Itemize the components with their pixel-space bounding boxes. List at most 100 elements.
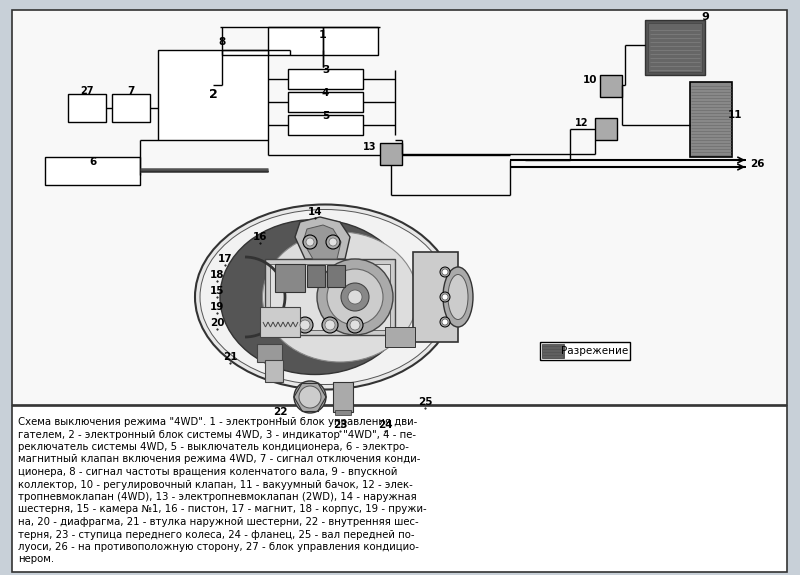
Bar [385,327,415,347]
Text: 13: 13 [363,142,377,152]
Text: 18: 18 [210,270,224,280]
Bar [600,75,622,97]
Text: луоси, 26 - на противоположную сторону, 27 - блок управления кондицио-: луоси, 26 - на противоположную сторону, … [18,542,419,552]
Bar [333,382,353,412]
Bar [270,264,390,330]
Bar [413,252,458,342]
Text: магнитный клапан включения режима 4WD, 7 - сигнал отключения конди-: магнитный клапан включения режима 4WD, 7… [18,454,420,465]
Text: Схема выключения режима "4WD". 1 - электронный блок управления дви-: Схема выключения режима "4WD". 1 - элект… [18,417,418,427]
Bar [327,265,345,287]
Ellipse shape [195,205,455,389]
Bar [288,115,363,135]
Circle shape [440,317,450,327]
Bar [12,406,787,572]
Circle shape [317,259,393,335]
Text: 19: 19 [210,302,224,312]
Circle shape [327,269,383,325]
Text: 3: 3 [322,65,329,75]
Text: 24: 24 [378,420,392,430]
Text: 14: 14 [308,207,322,217]
Text: 20: 20 [210,318,224,328]
Text: 25: 25 [418,397,432,407]
Text: 21: 21 [222,352,238,362]
Circle shape [440,267,450,277]
Bar [112,94,150,122]
Text: шестерня, 15 - камера №1, 16 - пистон, 17 - магнит, 18 - корпус, 19 - пружи-: шестерня, 15 - камера №1, 16 - пистон, 1… [18,504,426,515]
Circle shape [348,290,362,304]
Bar [307,265,325,287]
Text: 2: 2 [209,89,218,102]
Text: 23: 23 [333,420,347,430]
Circle shape [322,317,338,333]
Text: 12: 12 [575,118,589,128]
Circle shape [350,320,360,330]
Circle shape [300,320,310,330]
Bar [380,143,402,165]
Text: 5: 5 [322,111,329,121]
Text: нером.: нером. [18,554,54,565]
Bar [12,10,787,405]
Circle shape [442,319,448,325]
Bar [260,307,300,337]
Text: 26: 26 [750,159,765,169]
Ellipse shape [262,232,418,362]
Text: коллектор, 10 - регулировочный клапан, 11 - вакуумный бачок, 12 - элек-: коллектор, 10 - регулировочный клапан, 1… [18,480,413,489]
Text: 8: 8 [218,37,226,47]
Ellipse shape [443,267,473,327]
Text: 16: 16 [253,232,267,242]
Text: 4: 4 [322,88,329,98]
Circle shape [442,269,448,275]
Circle shape [297,317,313,333]
Ellipse shape [299,386,321,408]
Text: 7: 7 [127,86,134,96]
Ellipse shape [448,274,468,320]
Circle shape [341,283,369,311]
Circle shape [325,320,335,330]
Ellipse shape [294,381,326,413]
Text: 10: 10 [582,75,598,85]
Bar [648,23,702,72]
Bar [275,264,305,292]
Circle shape [303,235,317,249]
Ellipse shape [200,209,450,385]
Ellipse shape [220,220,410,374]
Text: Разрежение: Разрежение [562,346,629,356]
Text: 1: 1 [319,30,327,40]
Polygon shape [295,217,350,259]
Text: на, 20 - диафрагма, 21 - втулка наружной шестерни, 22 - внутренняя шес-: на, 20 - диафрагма, 21 - втулка наружной… [18,517,418,527]
Circle shape [326,235,340,249]
Text: 6: 6 [89,157,96,167]
Bar [265,360,283,382]
Text: 9: 9 [701,12,709,22]
Polygon shape [303,225,341,259]
Text: 22: 22 [273,407,287,417]
Text: ционера, 8 - сигнал частоты вращения коленчатого вала, 9 - впускной: ционера, 8 - сигнал частоты вращения кол… [18,467,398,477]
Bar [265,259,395,335]
Text: 27: 27 [80,86,94,96]
Bar [45,157,140,185]
Bar [68,94,106,122]
Bar [268,27,378,55]
Text: 15: 15 [210,286,224,296]
Bar [158,50,268,140]
Bar [690,82,732,157]
Bar [542,344,564,358]
Text: терня, 23 - ступица переднего колеса, 24 - фланец, 25 - вал передней по-: терня, 23 - ступица переднего колеса, 24… [18,530,414,539]
Bar [540,342,630,360]
Text: гателем, 2 - электронный блок системы 4WD, 3 - индикатор "4WD", 4 - пе-: гателем, 2 - электронный блок системы 4W… [18,430,416,439]
Circle shape [347,317,363,333]
Bar [335,410,351,415]
Circle shape [329,238,337,246]
Bar [595,118,617,140]
Text: реключатель системы 4WD, 5 - выключатель кондиционера, 6 - электро-: реключатель системы 4WD, 5 - выключатель… [18,442,409,452]
Bar [288,69,363,89]
Bar [257,344,282,362]
Circle shape [442,294,448,300]
Text: 11: 11 [728,110,742,120]
Bar [645,20,705,75]
Circle shape [440,292,450,302]
Circle shape [306,238,314,246]
Text: 17: 17 [218,254,232,264]
Bar [288,92,363,112]
Text: тропневмоклапан (4WD), 13 - электропневмоклапан (2WD), 14 - наружная: тропневмоклапан (4WD), 13 - электропневм… [18,492,417,502]
